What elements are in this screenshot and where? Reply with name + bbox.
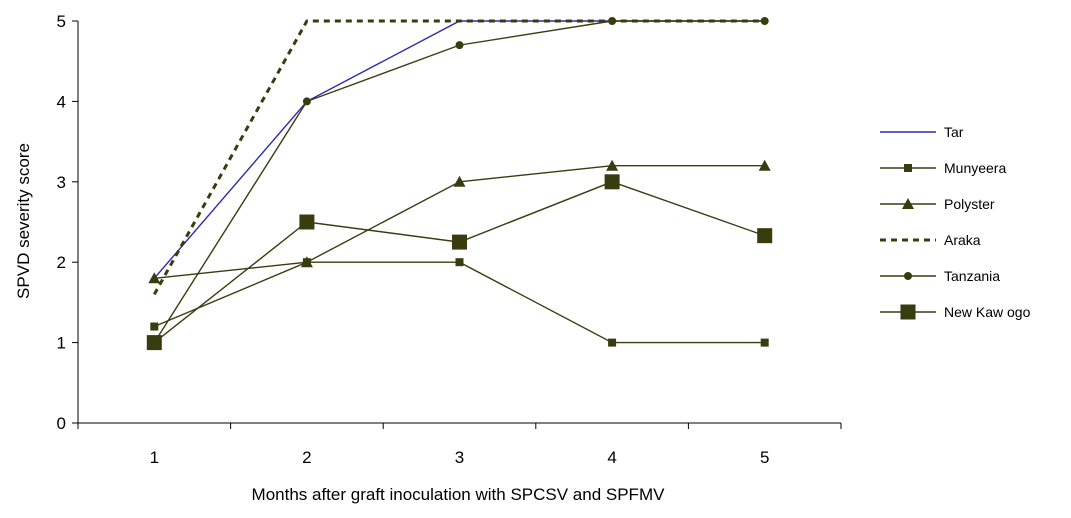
y-tick-label: 0 xyxy=(57,414,66,433)
x-tick-label: 5 xyxy=(760,448,769,467)
data-point-munyeera xyxy=(150,322,159,331)
x-tick-label: 1 xyxy=(150,448,159,467)
x-tick-label: 4 xyxy=(607,448,616,467)
data-point-new-kaw-ogo xyxy=(757,228,773,244)
y-tick-label: 4 xyxy=(57,92,66,111)
legend: Tar Munyeera Polyster Araka Tanzania New Kaw … xyxy=(880,124,1031,320)
data-point-polyster xyxy=(758,159,771,171)
series-line-araka xyxy=(152,19,765,296)
x-tick-label: 3 xyxy=(455,448,464,467)
series-munyeera xyxy=(150,258,769,347)
series-new-kaw-ogo xyxy=(146,174,773,351)
x-tick-label: 2 xyxy=(302,448,311,467)
legend-label-munyeera: Munyeera xyxy=(944,160,1006,176)
legend-marker-new-kaw-ogo xyxy=(900,304,916,320)
data-point-tanzania xyxy=(455,41,464,50)
legend-item-araka: Araka xyxy=(880,232,981,248)
legend-item-tanzania: Tanzania xyxy=(880,268,1000,284)
data-point-polyster xyxy=(148,272,161,284)
y-tick-label: 5 xyxy=(57,12,66,31)
data-point-polyster xyxy=(606,159,619,171)
data-point-munyeera xyxy=(760,338,769,347)
y-tick-label: 2 xyxy=(57,253,66,272)
data-point-munyeera xyxy=(455,258,464,267)
data-point-tanzania xyxy=(760,17,769,25)
series-line-munyeera xyxy=(154,261,765,344)
legend-item-new-kaw-ogo: New Kaw ogo xyxy=(880,304,1031,320)
y-tick-label: 1 xyxy=(57,334,66,353)
data-point-new-kaw-ogo xyxy=(299,214,315,230)
series-araka xyxy=(152,19,765,296)
legend-label-new-kaw-ogo: New Kaw ogo xyxy=(944,304,1031,320)
legend-label-tanzania: Tanzania xyxy=(944,268,1000,284)
data-point-tanzania xyxy=(608,17,617,25)
legend-label-araka: Araka xyxy=(944,232,981,248)
legend-marker-tanzania xyxy=(904,272,912,280)
series-layer xyxy=(146,17,773,351)
axes: 0 1 2 3 4 5 1 2 3 4 5 xyxy=(57,12,842,467)
legend-label-polyster: Polyster xyxy=(944,196,995,212)
data-point-polyster xyxy=(453,175,466,187)
data-point-munyeera xyxy=(608,338,617,347)
series-polyster xyxy=(148,159,771,284)
data-point-new-kaw-ogo xyxy=(452,234,467,250)
legend-item-polyster: Polyster xyxy=(880,196,995,212)
legend-item-tar: Tar xyxy=(880,124,964,140)
legend-label-tar: Tar xyxy=(944,124,964,140)
data-point-new-kaw-ogo xyxy=(604,174,620,190)
legend-item-munyeera: Munyeera xyxy=(880,160,1006,176)
legend-marker-polyster xyxy=(902,198,914,209)
x-axis-title: Months after graft inoculation with SPCS… xyxy=(252,485,666,504)
y-tick-label: 3 xyxy=(57,173,66,192)
legend-marker-munyeera xyxy=(904,164,912,172)
y-axis-title: SPVD severity score xyxy=(14,143,33,299)
data-point-polyster xyxy=(300,256,313,268)
data-point-tanzania xyxy=(302,97,311,106)
data-point-new-kaw-ogo xyxy=(146,335,162,351)
